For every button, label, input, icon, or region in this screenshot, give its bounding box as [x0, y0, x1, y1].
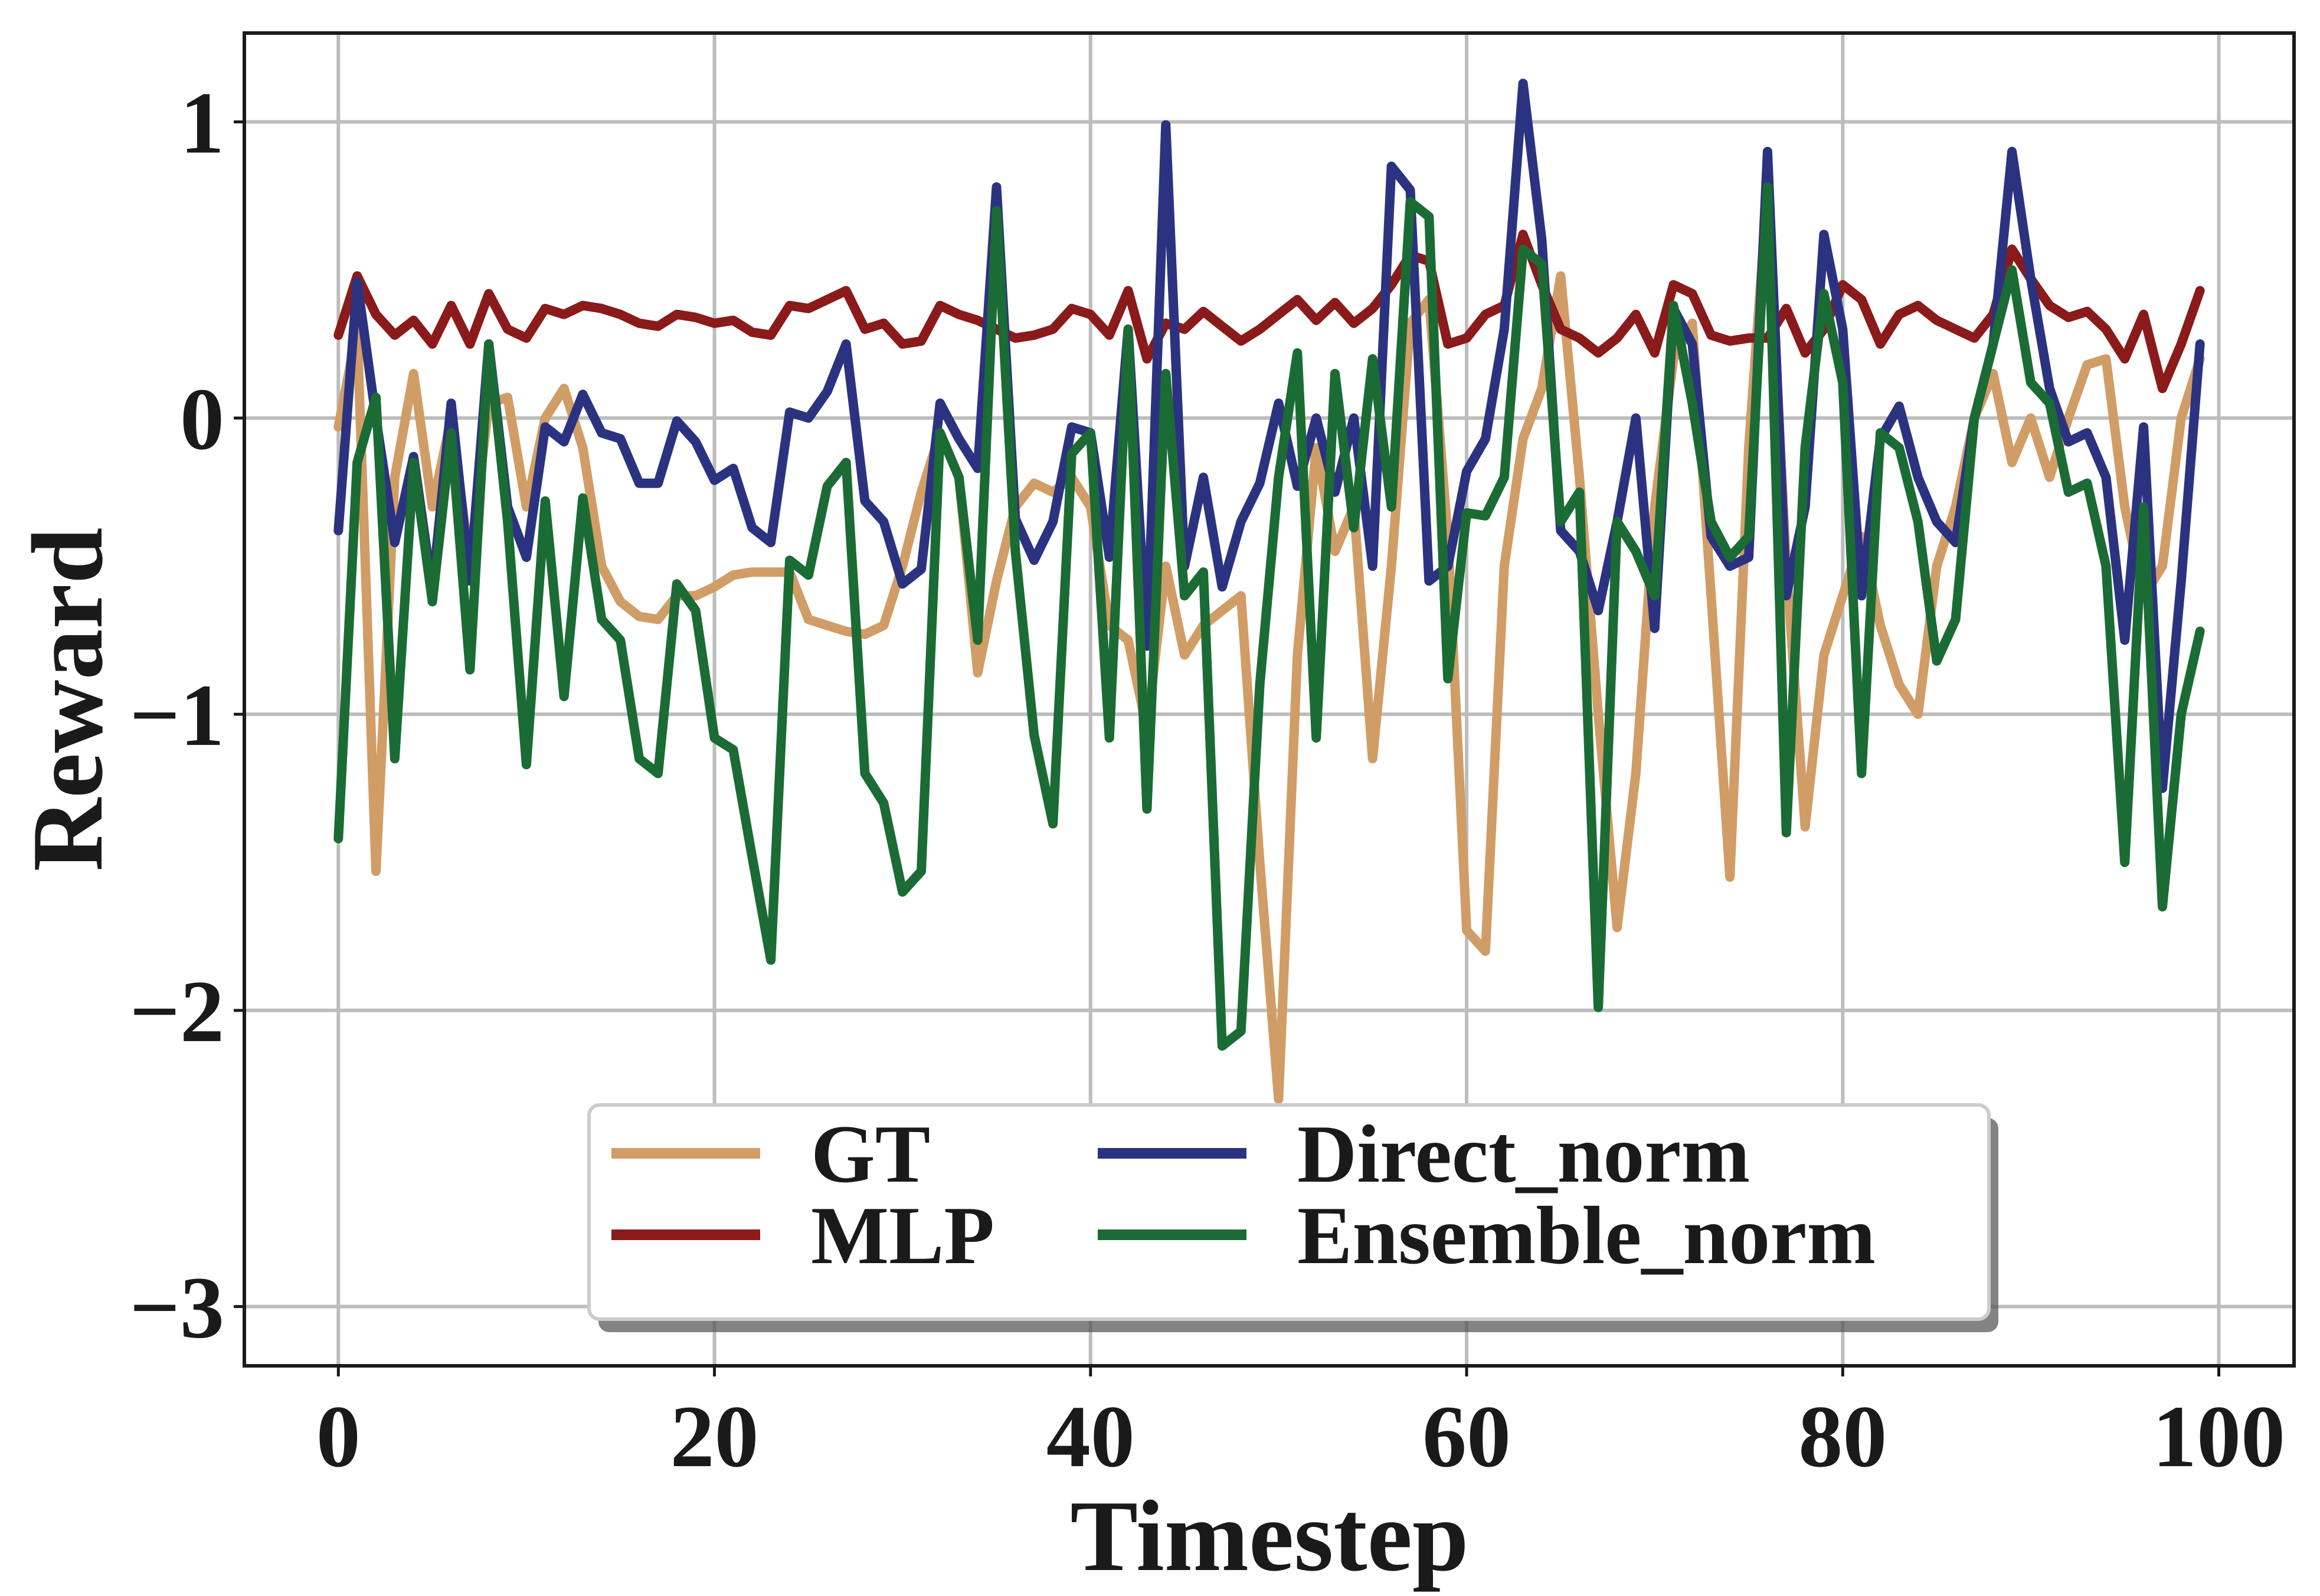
- plot-frame: [243, 31, 2296, 1368]
- y-tick-label: −3: [130, 1259, 224, 1357]
- series-line-ensemble-norm: [333, 182, 2205, 1051]
- legend-label-direct-norm: Direct_norm: [1297, 1108, 1750, 1200]
- series-line-gt: [333, 182, 2205, 1104]
- series-line-direct-norm: [333, 79, 2205, 793]
- x-tick-label: 20: [670, 1388, 759, 1486]
- y-axis-label: Reward: [12, 528, 124, 872]
- y-tick-label: 1: [180, 74, 224, 172]
- y-tick-label: −1: [130, 666, 224, 764]
- legend-box: [587, 1103, 1991, 1321]
- legend-label-ensemble-norm: Ensemble_norm: [1297, 1190, 1876, 1281]
- axis-ticks: 0 20 40 60 80 100 1 0 −1 −2 −3: [130, 74, 2286, 1486]
- x-tick-label: 100: [2152, 1388, 2285, 1486]
- y-tick-label: −2: [130, 963, 224, 1061]
- x-tick-label: 40: [1046, 1388, 1135, 1486]
- legend-label-gt: GT: [811, 1108, 930, 1200]
- y-tick-label: 0: [180, 370, 224, 468]
- x-tick-label: 0: [316, 1388, 361, 1486]
- series-line-mlp: [333, 230, 2205, 394]
- x-axis-label: Timestep: [1070, 1480, 1468, 1592]
- legend-label-mlp: MLP: [811, 1190, 994, 1281]
- x-tick-label: 80: [1798, 1388, 1887, 1486]
- series-lines: [333, 79, 2205, 1104]
- x-tick-label: 60: [1422, 1388, 1511, 1486]
